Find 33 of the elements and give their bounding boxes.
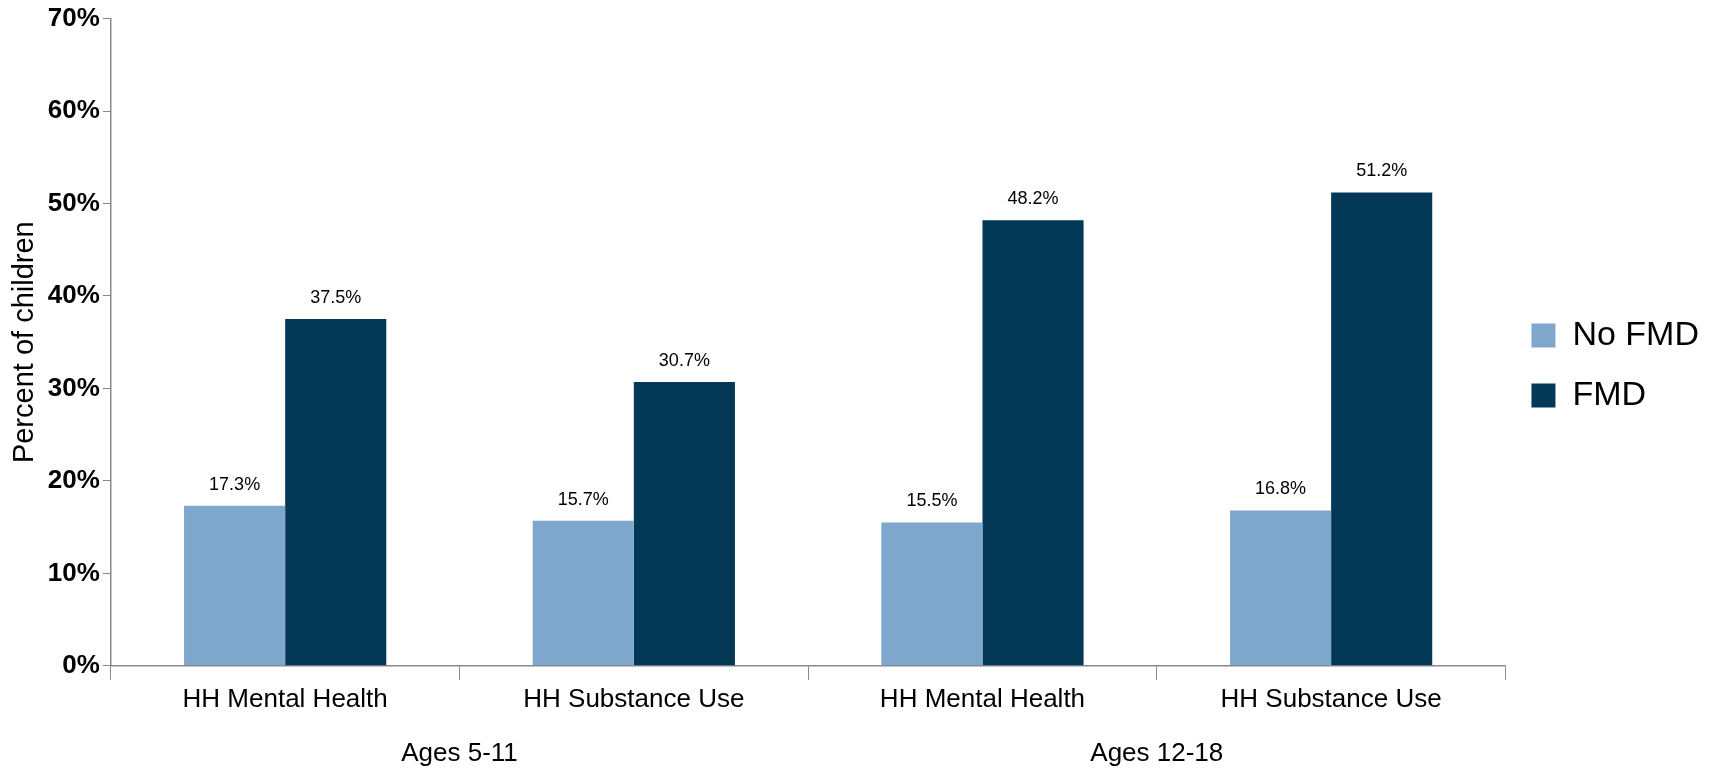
data-label: 51.2% (1356, 160, 1408, 181)
y-tick-label: 20% (47, 464, 100, 495)
bar (1230, 510, 1332, 666)
data-label: 48.2% (1007, 188, 1059, 209)
x-tick-label: HH Mental Health (879, 682, 1086, 713)
data-label: 17.3% (209, 473, 261, 494)
y-tick-label: 0% (62, 648, 100, 679)
bar (982, 220, 1084, 666)
bar (184, 505, 286, 666)
y-tick-label: 30% (47, 371, 100, 402)
x-tick-label: HH Mental Health (182, 682, 388, 713)
text: Ages 5-11 (401, 737, 518, 767)
text: Ages 12-18 (1090, 737, 1224, 767)
x-tick-label: HH Substance Use (1220, 682, 1442, 713)
data-label: 15.5% (906, 490, 958, 511)
y-tick-label: 10% (47, 556, 100, 587)
bar (881, 522, 983, 666)
bar (1331, 192, 1433, 666)
y-axis-title: Percent of children (7, 221, 40, 464)
data-label: 30.7% (658, 349, 710, 370)
y-tick-label: 50% (47, 186, 100, 217)
data-label: 15.7% (557, 488, 609, 509)
legend-label: FMD (1572, 373, 1647, 412)
bar (285, 319, 387, 666)
bar (532, 520, 634, 666)
x-tick-label: HH Substance Use (523, 682, 745, 713)
data-label: 37.5% (310, 287, 362, 308)
legend-label: No FMD (1572, 313, 1700, 352)
bar (633, 381, 735, 666)
y-tick-label: 60% (47, 94, 100, 125)
data-label: 16.8% (1255, 478, 1307, 499)
y-tick-label: 40% (47, 279, 100, 310)
y-tick-label: 70% (47, 1, 100, 32)
